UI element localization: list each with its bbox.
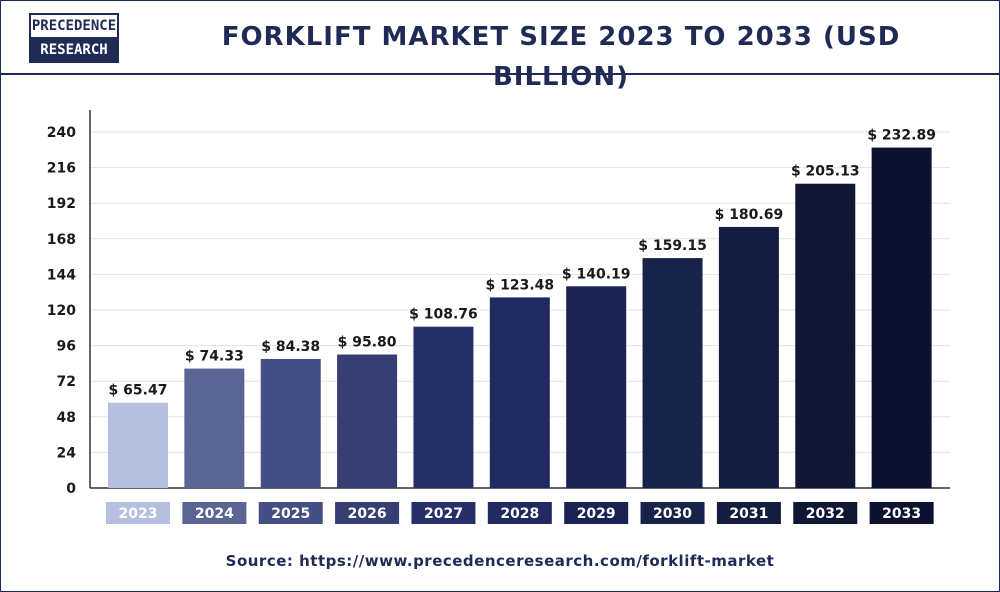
- x-label-box: [335, 502, 400, 524]
- bar: [489, 297, 550, 488]
- bar: [108, 402, 168, 488]
- bar: [718, 226, 779, 488]
- data-label: $ 95.80: [338, 335, 397, 351]
- y-tick-label: 96: [57, 339, 76, 355]
- source-note: Source: https://www.precedenceresearch.c…: [225, 552, 775, 570]
- x-label-box: [106, 502, 170, 524]
- x-label-box: [487, 502, 552, 524]
- chart-title: FORKLIFT MARKET SIZE 2023 TO 2033 (USD B…: [221, 22, 901, 92]
- y-tick-label: 144: [47, 267, 76, 283]
- y-tick-label: 72: [57, 374, 76, 390]
- data-label: $ 84.38: [261, 339, 320, 355]
- x-label-box: [182, 502, 247, 524]
- x-tick-label: 2026: [348, 506, 387, 522]
- bar-chart: 0 24 48 72 96 120 144 168 192 216 240 $ 65.47 2023 $ …: [47, 110, 950, 524]
- bar: [871, 147, 932, 488]
- y-tick-label: 168: [47, 232, 76, 248]
- x-label-box: [716, 502, 781, 524]
- x-label-box: [258, 502, 323, 524]
- bar: [260, 358, 321, 488]
- x-tick-label: 2024: [195, 506, 234, 522]
- x-tick-label: 2029: [577, 506, 616, 522]
- x-tick-label: 2032: [806, 506, 845, 522]
- logo-text-bottom: RESEARCH: [29, 37, 119, 63]
- data-label: $ 140.19: [562, 266, 631, 282]
- bar: [795, 183, 856, 489]
- x-tick-label: 2033: [882, 506, 921, 522]
- bar: [566, 286, 627, 488]
- header: PRECEDENCE RESEARCH FORKLIFT MARKET SIZE…: [1, 1, 999, 92]
- x-tick-label: 2025: [271, 506, 310, 522]
- x-tick-label: 2023: [119, 506, 158, 522]
- x-tick-label: 2031: [729, 506, 768, 522]
- data-label: $ 232.89: [867, 128, 936, 144]
- logo-text-top: PRECEDENCE: [29, 13, 119, 37]
- x-label-box: [564, 502, 629, 524]
- x-tick-label: 2028: [500, 506, 539, 522]
- y-tick-label: 0: [66, 481, 76, 497]
- x-tick-label: 2030: [653, 506, 692, 522]
- y-tick-label: 24: [57, 445, 77, 461]
- y-tick-label: 120: [47, 303, 76, 319]
- data-label: $ 108.76: [409, 307, 478, 323]
- x-label-box: [793, 502, 858, 524]
- data-label: $ 65.47: [109, 383, 168, 399]
- x-label-box: [411, 502, 476, 524]
- brand-logo: PRECEDENCE RESEARCH: [29, 13, 119, 63]
- y-tick-label: 240: [47, 125, 76, 141]
- bar: [337, 354, 398, 488]
- y-tick-label: 192: [47, 196, 76, 212]
- data-label: $ 205.13: [791, 164, 860, 180]
- bar: [413, 326, 474, 488]
- x-label-box: [869, 502, 934, 524]
- data-label: $ 123.48: [485, 277, 554, 293]
- data-label: $ 74.33: [185, 349, 244, 365]
- data-label: $ 180.69: [715, 207, 784, 223]
- bar: [184, 368, 245, 488]
- y-tick-label: 48: [57, 410, 76, 426]
- data-label: $ 159.15: [638, 238, 707, 254]
- bar: [642, 258, 703, 488]
- y-tick-label: 216: [47, 161, 76, 177]
- x-tick-label: 2027: [424, 506, 463, 522]
- x-label-box: [640, 502, 705, 524]
